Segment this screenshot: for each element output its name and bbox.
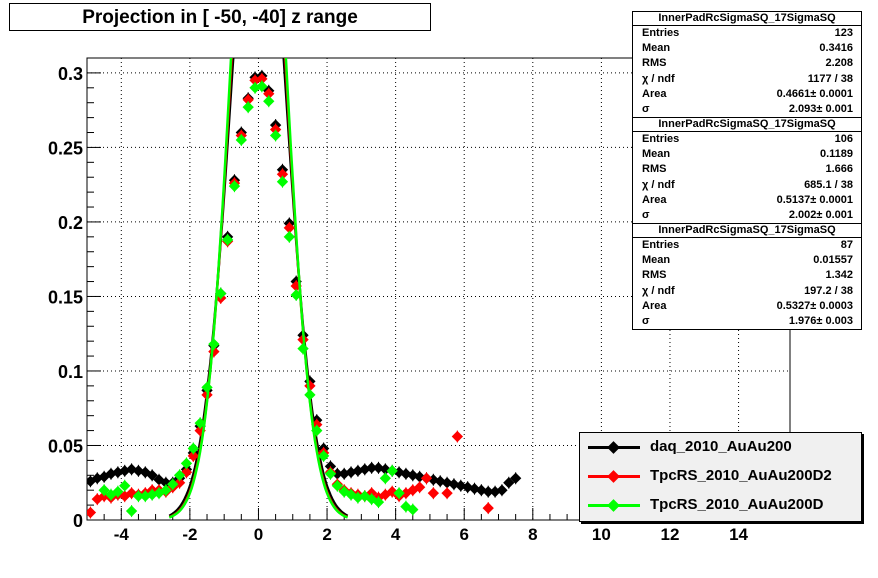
stats-box-tpcrs-d2: InnerPadRcSigmaSQ_17SigmaSQ Entries 106 M…: [632, 117, 862, 225]
legend: daq_2010_AuAu200 TpcRS_2010_AuAu200D2 Tp…: [579, 432, 862, 522]
data-point: [221, 234, 234, 246]
data-point: [173, 469, 186, 481]
data-point: [304, 389, 316, 401]
stats-name: InnerPadRcSigmaSQ_17SigmaSQ: [633, 224, 861, 238]
data-point: [365, 462, 378, 474]
data-point: [160, 484, 172, 496]
data-point: [276, 176, 289, 188]
data-point: [297, 342, 309, 355]
chart-title: Projection in [ -50, -40] z range: [9, 3, 431, 31]
stats-row-rms: RMS 2.208: [642, 57, 853, 70]
legend-marker: [607, 499, 620, 512]
stats-name: InnerPadRcSigmaSQ_17SigmaSQ: [633, 12, 861, 26]
stats-row-chi2: χ / ndf 685.1 / 38: [642, 178, 853, 191]
data-point: [269, 129, 282, 142]
data-point: [167, 478, 179, 490]
x-tick-label: 14: [729, 525, 748, 544]
x-tick-label: 12: [661, 525, 680, 544]
data-point: [132, 490, 145, 502]
data-point: [441, 487, 453, 499]
legend-entry-daq: daq_2010_AuAu200: [580, 433, 861, 462]
data-point: [317, 450, 330, 462]
x-tick-label: 10: [592, 525, 611, 544]
data-point: [311, 424, 323, 437]
data-point: [290, 289, 302, 301]
stats-row-entries: Entries 106: [642, 133, 853, 145]
stats-row-chi2: χ / ndf 197.2 / 38: [642, 284, 853, 297]
stats-row-mean: Mean 0.1189: [642, 148, 853, 161]
stats-row-sigma: σ 1.976± 0.003: [642, 314, 853, 327]
data-point: [407, 503, 419, 516]
stats-row-mean: Mean 0.01557: [642, 254, 853, 267]
stats-row-area: Area 0.5137± 0.0001: [642, 193, 853, 206]
data-point: [235, 134, 247, 146]
data-point: [146, 469, 158, 481]
data-point: [331, 480, 343, 492]
x-tick-label: 0: [254, 525, 263, 544]
y-tick-label: 0.05: [48, 436, 83, 456]
stats-row-mean: Mean 0.3416: [642, 42, 853, 55]
stats-row-rms: RMS 1.342: [642, 269, 853, 282]
data-point: [283, 231, 295, 243]
data-point: [180, 457, 193, 470]
stats-row-area: Area 0.5327± 0.0003: [642, 299, 853, 312]
stats-row-sigma: σ 2.002± 0.001: [642, 208, 853, 221]
y-tick-label: 0.1: [58, 362, 83, 382]
data-point: [379, 472, 392, 484]
x-tick-label: 2: [322, 525, 331, 544]
data-point: [386, 465, 398, 477]
x-tick-label: 6: [459, 525, 468, 544]
data-point: [208, 338, 220, 350]
stats-row-sigma: σ 2.093± 0.001: [642, 102, 853, 115]
data-point: [228, 180, 241, 192]
fit-curve-2: [168, 58, 349, 519]
stats-row-chi2: χ / ndf 1177 / 38: [642, 72, 853, 85]
legend-marker: [607, 441, 620, 454]
data-point: [420, 472, 433, 484]
data-point: [393, 487, 405, 499]
fit-curve-0: [168, 58, 349, 517]
x-tick-label: -4: [114, 525, 130, 544]
y-tick-label: 0.25: [48, 138, 83, 158]
y-tick-label: 0.3: [58, 64, 83, 84]
x-tick-label: 4: [391, 525, 401, 544]
data-point: [194, 417, 206, 429]
legend-entry-tpcrs-d: TpcRS_2010_AuAu200D: [580, 491, 861, 520]
y-tick-label: 0.15: [48, 287, 83, 307]
data-point: [451, 430, 464, 443]
data-point: [201, 381, 213, 394]
stats-row-area: Area 0.4661± 0.0001: [642, 87, 853, 100]
data-point: [215, 287, 227, 300]
legend-label: TpcRS_2010_AuAu200D: [650, 496, 824, 513]
legend-entry-tpcrs-d2: TpcRS_2010_AuAu200D2: [580, 462, 861, 491]
stats-row-rms: RMS 1.666: [642, 163, 853, 176]
legend-marker: [607, 470, 620, 483]
data-point: [503, 477, 515, 489]
y-tick-label: 0: [73, 511, 83, 531]
legend-label: daq_2010_AuAu200: [650, 438, 792, 455]
data-point: [187, 450, 199, 462]
stats-row-entries: Entries 87: [642, 239, 853, 251]
data-point: [187, 442, 199, 455]
data-point: [276, 168, 289, 180]
x-tick-label: 8: [528, 525, 537, 544]
x-tick-label: -2: [182, 525, 197, 544]
plot-content: [87, 58, 522, 519]
data-point: [413, 481, 426, 493]
data-point: [372, 496, 385, 508]
data-point: [283, 222, 295, 234]
stats-box-tpcrs-d: InnerPadRcSigmaSQ_17SigmaSQ Entries 87 Me…: [632, 223, 862, 331]
legend-label: TpcRS_2010_AuAu200D2: [650, 467, 832, 484]
stats-name: InnerPadRcSigmaSQ_17SigmaSQ: [633, 118, 861, 132]
data-point: [324, 468, 337, 480]
stats-box-daq: InnerPadRcSigmaSQ_17SigmaSQ Entries 123 M…: [632, 11, 862, 119]
data-point: [427, 487, 440, 499]
data-point: [496, 484, 508, 496]
stats-row-entries: Entries 123: [642, 27, 853, 39]
y-tick-label: 0.2: [58, 213, 83, 233]
data-point: [482, 486, 494, 498]
